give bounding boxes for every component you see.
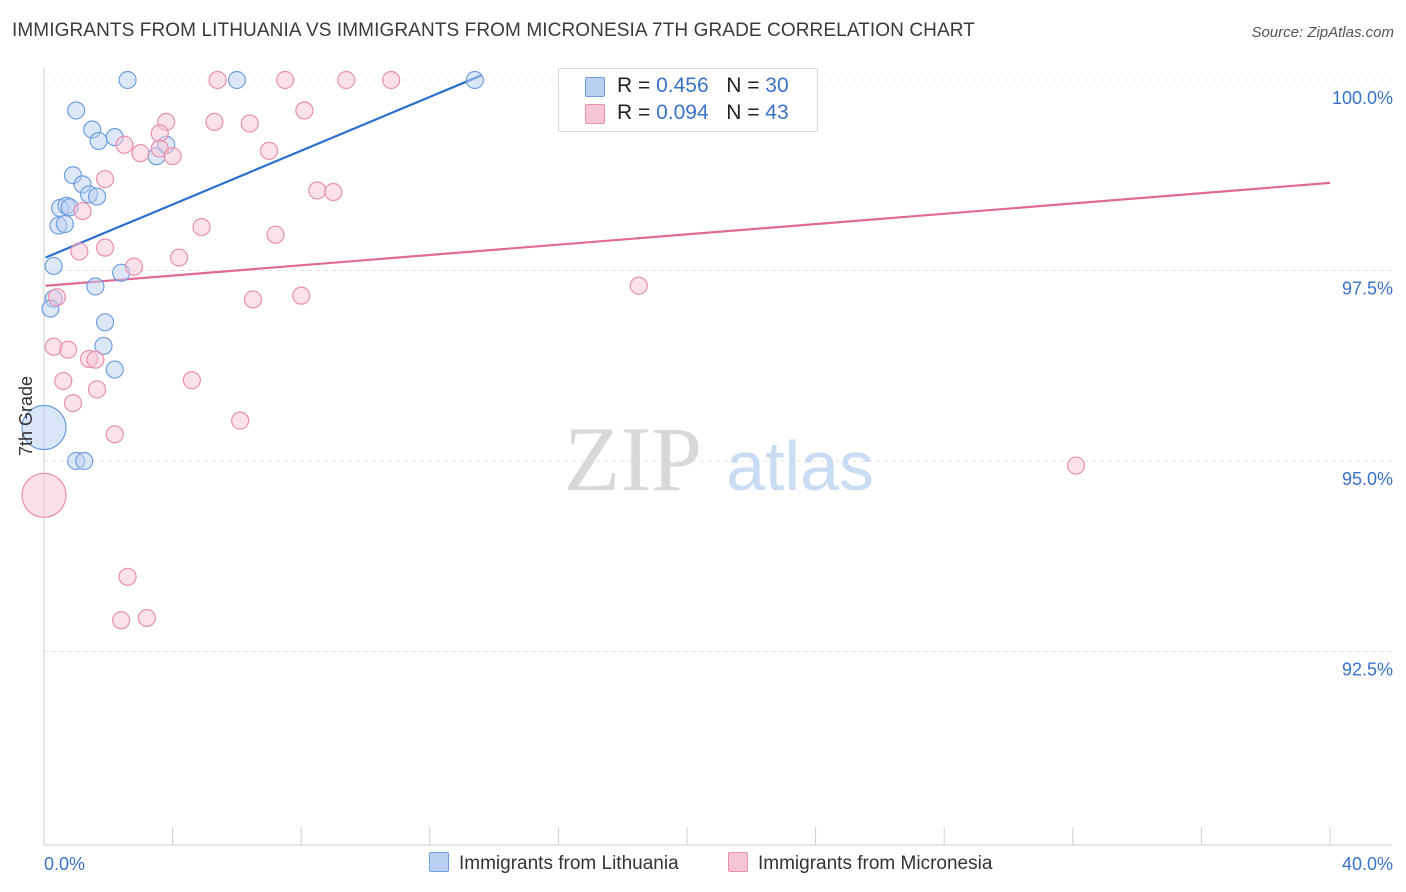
micronesia-point bbox=[192, 217, 211, 237]
micronesia-point bbox=[70, 242, 89, 261]
stats-legend: R = 0.456 N = 30 R = 0.094 N = 43 bbox=[558, 68, 818, 132]
micronesia-trend-line bbox=[45, 181, 1331, 287]
micronesia-legend-label: Immigrants from Micronesia bbox=[758, 853, 993, 874]
legend-item-lithuania[interactable]: Immigrants from Lithuania bbox=[429, 852, 679, 875]
micronesia-point bbox=[337, 70, 356, 90]
micronesia-point bbox=[231, 411, 250, 430]
axes bbox=[43, 67, 1392, 846]
watermark-atlas: atlas bbox=[726, 427, 874, 505]
micronesia-point bbox=[292, 286, 311, 305]
lithuania-point bbox=[95, 313, 115, 332]
micronesia-point bbox=[137, 608, 156, 628]
micronesia-point bbox=[150, 124, 169, 143]
micronesia-point bbox=[295, 101, 314, 120]
micronesia-point bbox=[266, 225, 285, 244]
lithuania-trend-line bbox=[45, 74, 482, 259]
r-label: R = bbox=[617, 101, 651, 124]
n-label: N = bbox=[726, 74, 760, 97]
lithuania-point bbox=[227, 70, 246, 90]
lithuania-point bbox=[89, 131, 108, 151]
lithuania-point bbox=[75, 451, 94, 471]
lithuania-point bbox=[44, 256, 63, 276]
micronesia-point bbox=[124, 257, 144, 276]
micronesia-point bbox=[105, 425, 124, 444]
r-value-micronesia: 0.094 bbox=[656, 101, 709, 124]
lithuania-point bbox=[87, 187, 107, 206]
micronesia-point bbox=[95, 169, 115, 189]
lithuania-point bbox=[465, 70, 484, 90]
lithuania-point bbox=[55, 214, 74, 234]
lithuania-legend-label: Immigrants from Lithuania bbox=[459, 853, 679, 874]
y-tick-label: 92.5% bbox=[1342, 660, 1393, 680]
lithuania-point bbox=[118, 70, 137, 90]
n-value-lithuania: 30 bbox=[765, 74, 789, 97]
micronesia-point bbox=[205, 112, 224, 132]
micronesia-point bbox=[21, 472, 67, 518]
micronesia-point bbox=[112, 611, 131, 630]
micronesia-point bbox=[118, 567, 137, 586]
micronesia-point bbox=[382, 70, 401, 90]
micronesia-point bbox=[59, 340, 78, 359]
micronesia-point bbox=[95, 238, 115, 257]
data-points bbox=[21, 70, 1086, 630]
micronesia-point bbox=[87, 380, 107, 399]
micronesia-point bbox=[73, 201, 92, 221]
r-label: R = bbox=[617, 74, 651, 97]
micronesia-point bbox=[54, 371, 73, 391]
micronesia-point bbox=[276, 70, 295, 90]
micronesia-point bbox=[47, 288, 66, 307]
micronesia-point bbox=[86, 350, 105, 369]
chart-title: IMMIGRANTS FROM LITHUANIA VS IMMIGRANTS … bbox=[12, 20, 975, 41]
lithuania-point bbox=[86, 277, 105, 296]
lithuania-legend-swatch bbox=[429, 852, 449, 872]
x-tick-label: 0.0% bbox=[44, 854, 85, 874]
micronesia-point bbox=[1066, 456, 1086, 475]
legend-item-micronesia[interactable]: Immigrants from Micronesia bbox=[728, 852, 992, 875]
source-label: Source: ZipAtlas.com bbox=[1251, 24, 1394, 41]
lithuania-point bbox=[21, 404, 67, 451]
lithuania-point bbox=[67, 101, 86, 120]
micronesia-point bbox=[629, 276, 648, 295]
watermark: ZIP atlas bbox=[564, 408, 874, 510]
watermark-zip: ZIP bbox=[564, 408, 702, 510]
lithuania-point bbox=[105, 360, 124, 379]
micronesia-point bbox=[163, 147, 182, 166]
micronesia-legend-swatch bbox=[728, 852, 748, 872]
micronesia-point bbox=[243, 290, 263, 309]
lithuania-swatch bbox=[585, 77, 605, 97]
r-value-lithuania: 0.456 bbox=[656, 74, 709, 97]
micronesia-point bbox=[131, 144, 150, 163]
micronesia-swatch bbox=[585, 104, 605, 124]
x-tick-label: 40.0% bbox=[1342, 854, 1393, 874]
y-axis-label: 7th Grade bbox=[16, 375, 36, 456]
micronesia-point bbox=[182, 371, 201, 390]
micronesia-point bbox=[259, 141, 279, 160]
micronesia-point bbox=[115, 135, 134, 154]
micronesia-point bbox=[208, 70, 227, 90]
micronesia-point bbox=[240, 114, 259, 133]
trend-lines bbox=[45, 74, 1331, 287]
y-tick-label: 100.0% bbox=[1332, 88, 1393, 108]
lithuania-point bbox=[94, 336, 113, 356]
n-value-micronesia: 43 bbox=[765, 101, 789, 124]
grid-lines bbox=[44, 79, 1392, 652]
micronesia-point bbox=[63, 393, 83, 413]
n-label: N = bbox=[726, 101, 760, 124]
micronesia-point bbox=[324, 182, 343, 202]
micronesia-point bbox=[308, 181, 327, 200]
y-tick-label: 97.5% bbox=[1342, 279, 1393, 299]
micronesia-point bbox=[169, 248, 189, 267]
y-tick-label: 95.0% bbox=[1342, 469, 1393, 489]
tick-labels: 100.0% 97.5% 95.0% 92.5% 0.0% 40.0% bbox=[44, 88, 1393, 874]
